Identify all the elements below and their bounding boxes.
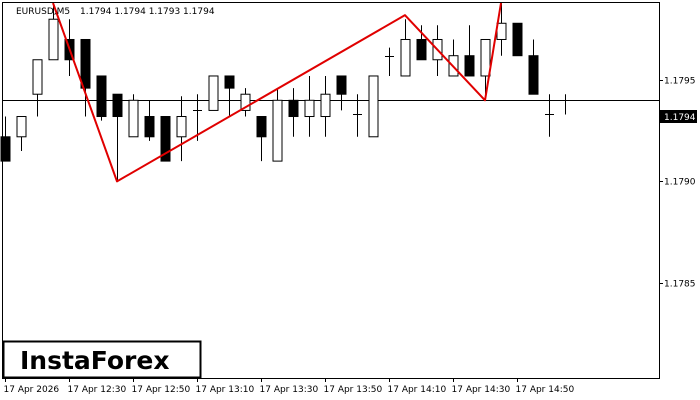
candle-body — [112, 93, 123, 118]
candle-body — [336, 75, 347, 95]
x-tick-label: 17 Apr 14:50 — [516, 385, 575, 395]
x-tick-label: 17 Apr 14:10 — [388, 385, 447, 395]
candle-body — [128, 99, 139, 138]
candle — [561, 94, 570, 115]
current-price-label: 1.1794 — [664, 113, 696, 123]
candle-body — [96, 75, 107, 118]
logo-box — [2, 340, 202, 379]
candle-body — [144, 116, 155, 138]
candle — [240, 88, 251, 117]
logo-text: InstaForex — [20, 346, 169, 375]
candle — [464, 25, 475, 77]
plot-border — [2, 2, 660, 379]
candle — [400, 19, 411, 77]
candle — [80, 38, 91, 117]
candle-body — [208, 75, 219, 111]
candle — [336, 75, 347, 111]
candle — [96, 75, 107, 121]
candle — [512, 22, 523, 57]
candle-body — [32, 59, 43, 95]
candle — [16, 116, 27, 151]
ohlc-header: 1.1794 1.1794 1.1793 1.1794 — [80, 7, 215, 17]
y-axis: 1.1795 1.1790 1.1785 — [659, 77, 696, 290]
candle — [272, 88, 283, 162]
candle — [528, 39, 539, 95]
x-axis: 17 Apr 2026 17 Apr 12:30 17 Apr 12:50 17 Ap… — [4, 378, 575, 395]
candle — [368, 75, 379, 138]
candle-body — [480, 38, 491, 77]
candle-body — [0, 136, 11, 162]
candle — [193, 94, 202, 141]
candle-body — [496, 22, 507, 40]
candle-body — [368, 75, 379, 138]
candle — [112, 93, 123, 182]
candle-body — [400, 38, 411, 77]
candle — [545, 94, 554, 137]
x-tick-label: 17 Apr 13:50 — [324, 385, 383, 395]
candle-body — [240, 93, 251, 111]
candle — [288, 88, 299, 137]
candle — [32, 59, 43, 117]
candle-body — [416, 38, 427, 61]
candle-body — [512, 22, 523, 57]
candle — [48, 3, 59, 61]
x-tick-label: 17 Apr 13:30 — [260, 385, 319, 395]
symbol-header: EURUSD,M5 — [16, 7, 70, 17]
candle-body — [288, 99, 299, 118]
candle-body — [48, 18, 59, 61]
pattern-line — [52, 2, 502, 183]
candle-body — [176, 116, 187, 138]
candle-body — [256, 116, 267, 138]
candle — [304, 75, 315, 137]
candle — [480, 38, 491, 95]
candle-body — [528, 55, 539, 95]
y-tick-label: 1.1785 — [664, 280, 696, 290]
candle — [320, 75, 331, 137]
y-tick-label: 1.1790 — [664, 178, 696, 188]
x-tick-label: 17 Apr 12:30 — [68, 385, 127, 395]
candle — [128, 94, 139, 138]
x-tick-label: 17 Apr 12:50 — [132, 385, 191, 395]
candle-body — [272, 99, 283, 162]
candle-body — [16, 116, 27, 138]
candle — [144, 100, 155, 141]
y-tick-label: 1.1795 — [664, 77, 696, 87]
candle — [385, 47, 394, 76]
logo: InstaForex — [2, 340, 202, 379]
x-tick-label: 17 Apr 2026 — [4, 385, 60, 395]
candle — [256, 116, 267, 162]
candle — [0, 116, 11, 162]
candle-body — [160, 116, 171, 162]
candle — [224, 75, 235, 117]
current-price-badge — [660, 110, 697, 123]
candle-body — [304, 99, 315, 118]
x-tick-label: 17 Apr 14:30 — [452, 385, 511, 395]
candle-body — [80, 38, 91, 89]
candle — [353, 94, 362, 137]
candle — [176, 96, 187, 162]
pattern-overlay — [52, 2, 502, 183]
candle-body — [320, 93, 331, 118]
candle-body — [224, 75, 235, 89]
candle — [208, 75, 219, 111]
x-tick-label: 17 Apr 13:10 — [196, 385, 255, 395]
candle-body — [464, 55, 475, 77]
candle — [416, 25, 427, 61]
candles — [0, 3, 570, 182]
